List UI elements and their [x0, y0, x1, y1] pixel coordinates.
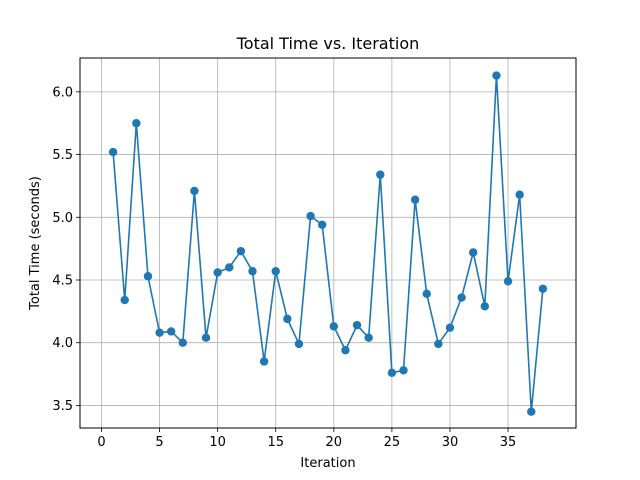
data-point	[341, 346, 350, 355]
x-axis-title: Iteration	[300, 456, 355, 471]
y-axis-title: Total Time (seconds)	[28, 176, 43, 311]
data-point	[399, 366, 408, 375]
data-point	[143, 272, 153, 281]
data-point	[445, 323, 455, 332]
data-point	[376, 170, 385, 179]
data-point	[434, 339, 443, 349]
x-tick-label: 35	[500, 435, 517, 450]
data-point	[352, 320, 362, 330]
ticks: 0 5 10 15 20 25 30 35 3.5 4.0 4.5 5.0 5.5 6.0	[52, 85, 516, 450]
data-point	[364, 333, 373, 342]
x-tick-label: 10	[209, 435, 226, 450]
data-point	[492, 71, 501, 80]
data-point	[480, 302, 490, 311]
x-tick-label: 5	[155, 435, 163, 450]
data-point	[317, 220, 327, 230]
series-line	[112, 74, 544, 413]
chart-title: Total Time vs. Iteration	[236, 34, 420, 53]
data-point	[387, 368, 397, 378]
data-point	[120, 295, 129, 305]
data-point	[294, 339, 304, 349]
data-point	[132, 119, 141, 128]
grid	[80, 58, 576, 428]
x-tick-label: 0	[97, 435, 105, 450]
data-point	[422, 289, 431, 298]
y-tick-label: 5.0	[52, 211, 73, 226]
data-point	[213, 268, 222, 277]
data-point	[178, 338, 188, 347]
series-total-time	[108, 71, 548, 416]
data-point	[503, 277, 513, 286]
data-point	[527, 407, 536, 416]
data-point	[271, 267, 280, 276]
data-point	[190, 186, 199, 196]
data-point	[457, 293, 466, 302]
data-point	[155, 328, 164, 337]
data-point	[515, 190, 524, 199]
x-tick-label: 20	[326, 435, 343, 450]
x-tick-label: 25	[384, 435, 401, 450]
x-tick-label: 30	[442, 435, 459, 450]
data-point	[236, 246, 246, 256]
data-point	[225, 263, 234, 272]
data-point	[410, 195, 420, 204]
data-point	[329, 322, 339, 331]
data-point	[259, 357, 269, 366]
y-tick-label: 4.0	[52, 336, 73, 351]
data-point	[108, 147, 118, 157]
data-point	[538, 284, 548, 293]
y-tick-label: 6.0	[52, 85, 73, 100]
data-point	[166, 327, 176, 336]
data-point	[283, 314, 292, 324]
x-tick-label: 15	[267, 435, 284, 450]
y-tick-label: 3.5	[52, 399, 73, 414]
y-tick-label: 4.5	[52, 274, 73, 289]
data-point	[248, 267, 257, 276]
plot-frame	[79, 57, 577, 429]
data-point	[468, 248, 478, 257]
data-point	[306, 211, 315, 221]
y-tick-label: 5.5	[52, 148, 73, 163]
data-point	[201, 333, 211, 342]
